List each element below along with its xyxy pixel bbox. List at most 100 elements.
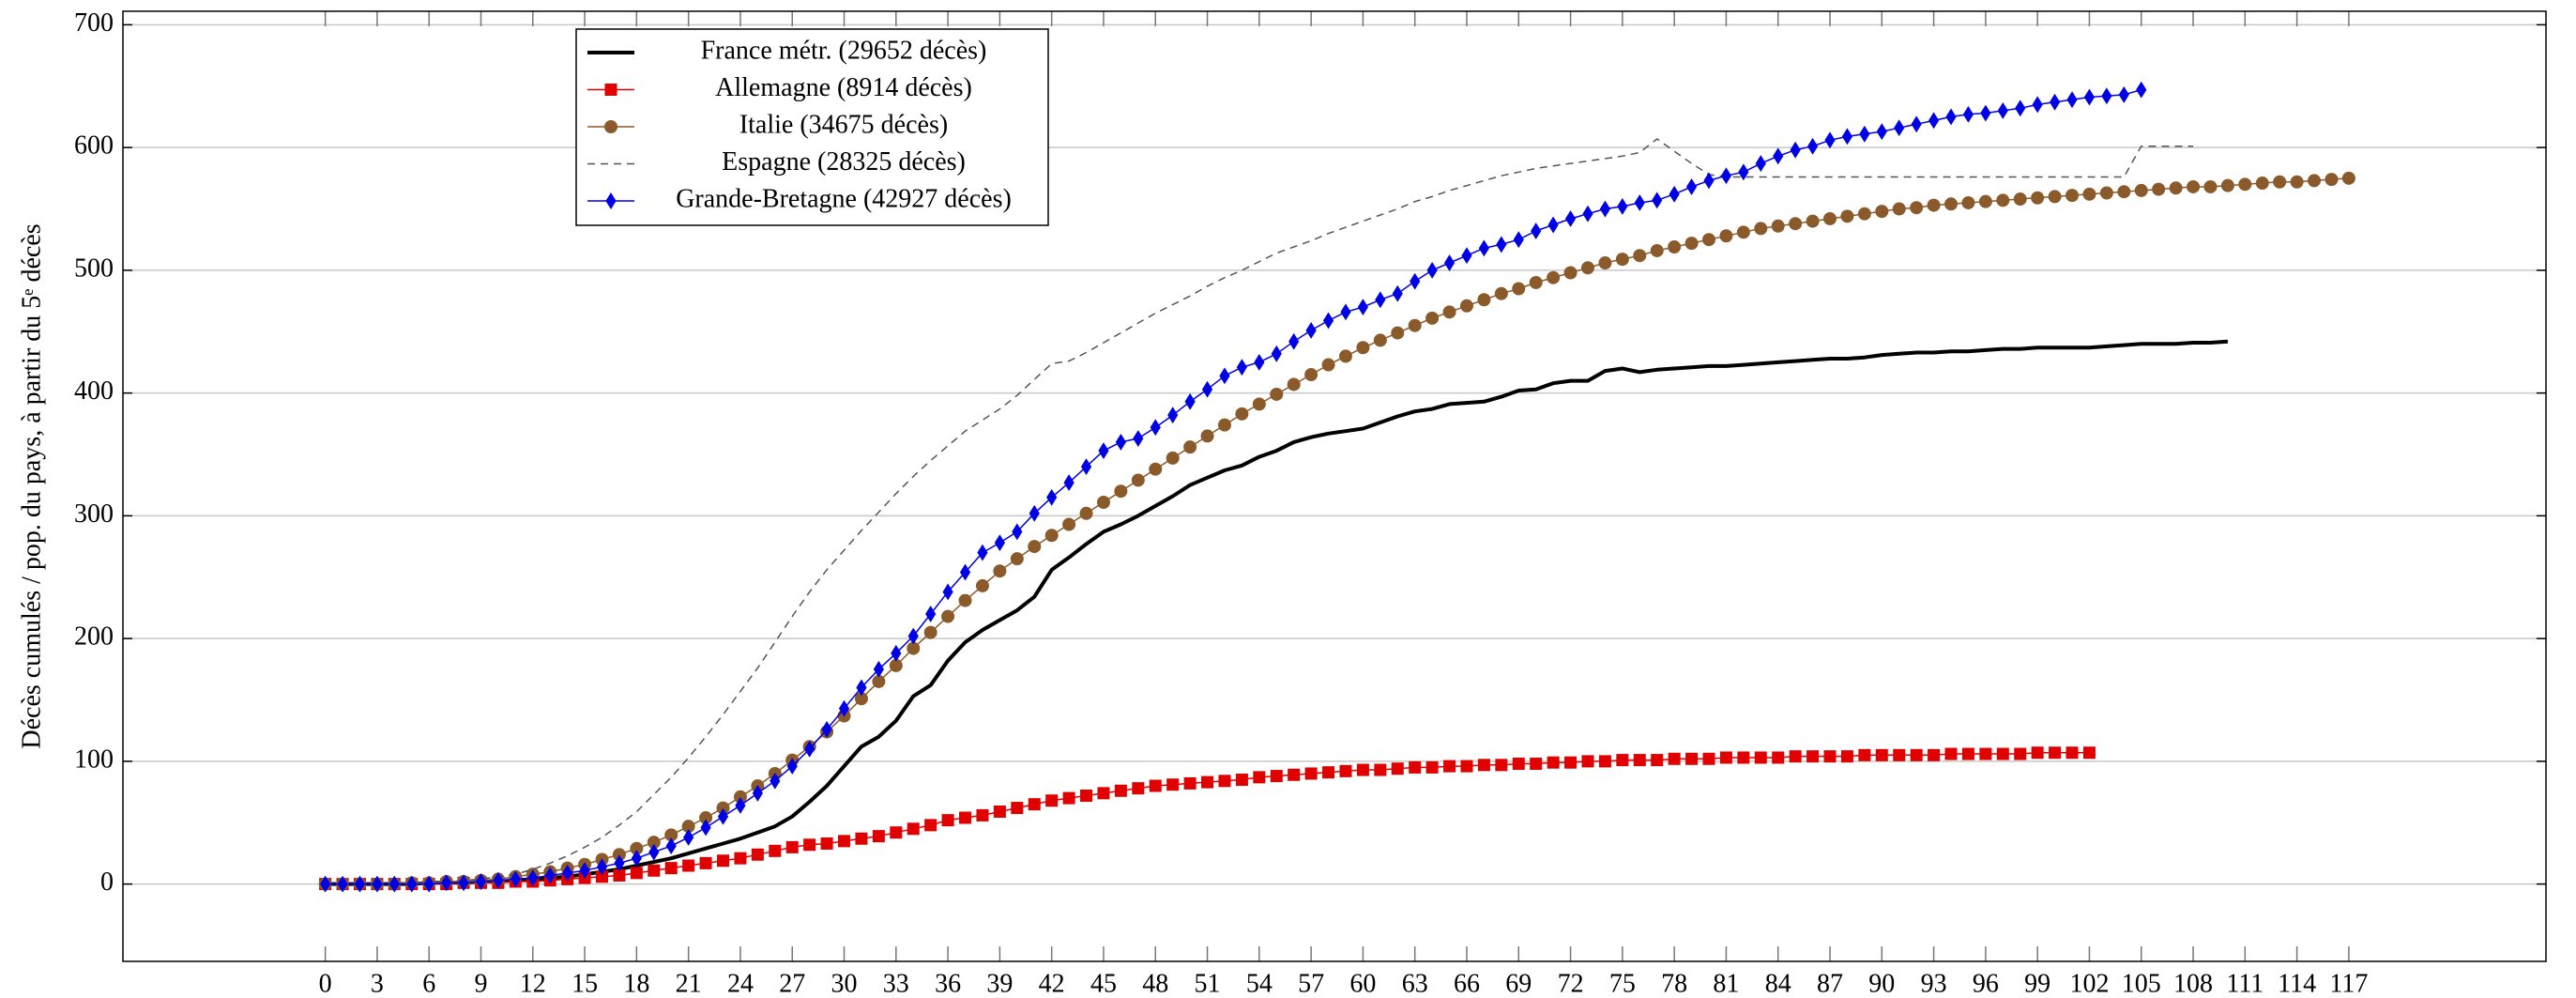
marker xyxy=(1617,197,1628,215)
marker xyxy=(1772,751,1785,764)
marker xyxy=(1461,247,1472,265)
series-line xyxy=(325,88,2142,885)
marker xyxy=(751,848,764,861)
marker xyxy=(1080,789,1093,802)
marker xyxy=(1115,433,1126,451)
x-tick-label: 21 xyxy=(676,969,702,998)
marker xyxy=(1044,529,1059,543)
marker xyxy=(700,819,711,837)
marker xyxy=(1270,770,1283,783)
marker xyxy=(994,534,1005,552)
legend-label: Grande-Bretagne (42927 décès) xyxy=(676,184,1012,213)
marker xyxy=(1322,312,1334,330)
marker xyxy=(1496,236,1507,253)
y-tick-label: 100 xyxy=(74,745,114,774)
marker xyxy=(1754,751,1767,764)
marker xyxy=(804,740,815,758)
y-tick-label: 200 xyxy=(74,622,114,652)
x-tick-label: 39 xyxy=(986,969,1013,998)
marker xyxy=(1166,778,1180,791)
marker xyxy=(891,644,902,662)
x-tick-label: 33 xyxy=(883,969,909,998)
marker xyxy=(769,844,782,857)
x-tick-label: 54 xyxy=(1246,969,1273,998)
marker xyxy=(1547,270,1561,284)
series-line xyxy=(325,339,2229,886)
y-axis-label: Décès cumulés / pop. du pays, à partir d… xyxy=(17,223,46,748)
marker xyxy=(2099,186,2113,200)
marker xyxy=(1719,229,1733,243)
marker xyxy=(1288,768,1301,781)
marker xyxy=(1979,747,1992,760)
marker xyxy=(2203,179,2218,193)
marker xyxy=(1529,275,1543,289)
legend-marker xyxy=(605,192,617,209)
marker xyxy=(1564,756,1578,769)
marker xyxy=(1339,764,1352,777)
x-tick-label: 30 xyxy=(831,969,858,998)
marker xyxy=(1495,759,1508,772)
marker xyxy=(993,805,1006,818)
marker xyxy=(1978,194,1992,208)
marker xyxy=(2083,88,2096,106)
marker xyxy=(1961,195,1975,209)
marker xyxy=(406,875,418,893)
marker xyxy=(1062,517,1076,531)
marker xyxy=(873,660,884,678)
marker xyxy=(975,578,989,592)
marker xyxy=(1271,345,1282,362)
marker xyxy=(441,874,452,892)
legend-marker xyxy=(604,120,617,133)
marker xyxy=(562,864,573,882)
marker xyxy=(1217,418,1231,432)
marker xyxy=(1425,311,1440,325)
marker xyxy=(821,720,832,738)
marker xyxy=(2341,171,2355,185)
marker xyxy=(389,875,400,893)
marker xyxy=(1356,341,1370,355)
marker xyxy=(2134,183,2148,197)
x-tick-label: 6 xyxy=(422,969,435,998)
marker xyxy=(2169,181,2183,195)
marker xyxy=(2065,189,2080,203)
marker xyxy=(458,874,469,892)
marker xyxy=(1806,214,1820,228)
marker xyxy=(2014,747,2027,760)
series-line xyxy=(325,138,2193,885)
marker xyxy=(1840,750,1853,763)
marker xyxy=(579,862,590,880)
legend-label: France métr. (29652 décès) xyxy=(701,36,987,65)
marker xyxy=(1668,752,1681,765)
marker xyxy=(1633,754,1646,767)
marker xyxy=(838,699,850,717)
marker xyxy=(372,875,383,893)
marker xyxy=(820,837,833,850)
marker xyxy=(1132,782,1145,795)
marker xyxy=(1235,407,1249,421)
marker xyxy=(1547,756,1560,769)
marker xyxy=(2031,746,2044,760)
marker xyxy=(785,840,799,853)
marker xyxy=(2324,173,2339,187)
marker xyxy=(1944,197,1959,211)
marker xyxy=(770,772,781,790)
marker xyxy=(1754,222,1768,236)
marker xyxy=(2101,87,2112,105)
marker xyxy=(1477,759,1490,772)
x-tick-label: 15 xyxy=(572,969,598,998)
marker xyxy=(993,564,1007,578)
marker xyxy=(2117,185,2131,199)
marker xyxy=(1928,112,1940,130)
marker xyxy=(803,838,816,852)
marker xyxy=(1236,359,1247,376)
x-tick-label: 51 xyxy=(1195,969,1221,998)
marker xyxy=(1823,750,1837,763)
marker xyxy=(1426,261,1438,279)
marker xyxy=(337,875,348,893)
marker xyxy=(2082,187,2096,201)
marker xyxy=(1114,784,1127,797)
marker xyxy=(1530,757,1543,770)
marker xyxy=(1703,172,1715,190)
marker xyxy=(1304,767,1318,780)
marker xyxy=(838,835,851,848)
